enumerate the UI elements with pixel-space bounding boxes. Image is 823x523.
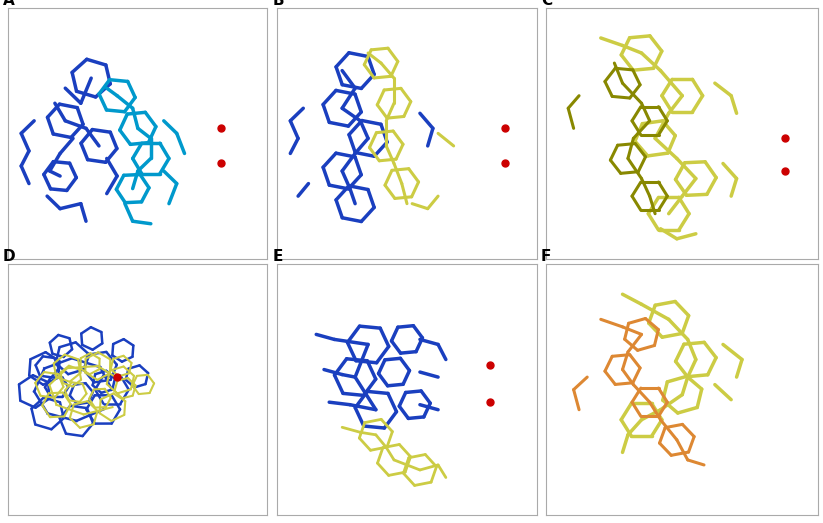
Text: F: F: [541, 249, 551, 264]
Text: D: D: [3, 249, 16, 264]
Text: C: C: [541, 0, 552, 8]
Text: B: B: [272, 0, 284, 8]
Text: E: E: [272, 249, 282, 264]
Text: A: A: [3, 0, 15, 8]
